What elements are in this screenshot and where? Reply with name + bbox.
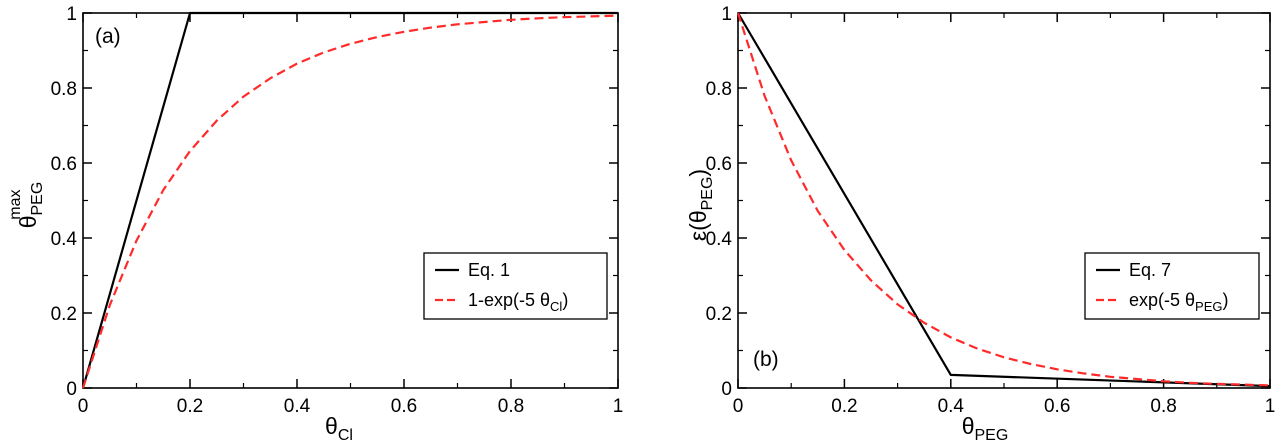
y-axis-title-tail: ): [685, 169, 711, 177]
x-tick-label: 0.6: [391, 396, 417, 417]
x-axis-title: θCl: [325, 413, 353, 444]
y-tick-label: 0.6: [706, 154, 732, 175]
series-line-1: [81, 11, 618, 389]
x-tick-label: 0: [733, 396, 744, 417]
x-axis-title-sub: Cl: [338, 427, 353, 444]
y-axis-title-main: θ: [15, 216, 41, 229]
legend: Eq. 1 1-exp(-5 θCl): [423, 252, 608, 320]
panel-label: (a): [95, 25, 121, 48]
y-tick-label: 0: [721, 379, 732, 400]
legend-label-sub: PEG: [1195, 299, 1222, 314]
x-tick-label: 1: [613, 396, 624, 417]
y-tick-label: 0.4: [51, 229, 78, 250]
y-axis-title: θPEG max: [7, 182, 46, 229]
y-tick-label: 0.8: [51, 79, 77, 100]
x-tick-label: 0.2: [831, 396, 857, 417]
panel-b: 0 0.2 0.4 0.6 0.8 100.20.40.60.81(b)θPEGε(θPE…: [685, 4, 1275, 444]
x-tick-label: 0.4: [284, 396, 311, 417]
panel-label: (b): [753, 348, 779, 371]
x-axis-title-main: θ: [962, 413, 975, 439]
x-tick-label: 0.8: [1150, 396, 1176, 417]
legend-label-main: 1-exp(-5 θ: [468, 290, 550, 310]
x-axis-title: θPEG: [962, 413, 1009, 444]
legend-box: [1084, 252, 1260, 320]
series-line-2: [81, 14, 619, 389]
legend-label-main: exp(-5 θ: [1129, 290, 1195, 310]
x-tick-label: 0.2: [177, 396, 203, 417]
legend-label-tail: ): [562, 290, 568, 310]
panel-a: 0 0.2 0.4 0.6 0.8 100.20.40.60.81(a)θClθPEGma…: [7, 4, 623, 444]
plot-frame: [737, 12, 1271, 389]
y-axis-title: ε(θPEG): [685, 169, 716, 241]
y-tick-label: 1: [721, 4, 732, 25]
series-line-1: [737, 12, 1271, 388]
series-line-2: [736, 12, 1271, 387]
legend-box: [423, 252, 608, 320]
y-tick-label: 0.2: [51, 304, 77, 325]
legend-label-tail: ): [1223, 290, 1229, 310]
x-tick-label: 0.8: [498, 396, 524, 417]
x-axis-title-main: θ: [325, 413, 338, 439]
y-tick-label: 0.4: [706, 229, 733, 250]
y-axis-title-main: ε(θ: [685, 210, 711, 241]
y-tick-label: 0: [66, 379, 77, 400]
x-tick-label: 0.4: [938, 396, 965, 417]
legend-label-1: Eq. 7: [1129, 260, 1171, 280]
legend-label-2: exp(-5 θPEG): [1129, 290, 1229, 314]
x-tick-label: 0: [78, 396, 89, 417]
legend: Eq. 7 exp(-5 θPEG): [1084, 252, 1260, 320]
y-axis-title-sub: PEG: [29, 182, 46, 216]
y-tick-label: 0.2: [706, 304, 732, 325]
y-tick-label: 0.8: [706, 79, 732, 100]
x-tick-label: 0.6: [1044, 396, 1070, 417]
x-axis-title-sub: PEG: [975, 427, 1009, 444]
y-axis-title-sup: max: [7, 189, 24, 219]
legend-label-sub: Cl: [550, 299, 562, 314]
legend-label-2: 1-exp(-5 θCl): [468, 290, 568, 314]
legend-label-1: Eq. 1: [468, 260, 510, 280]
x-tick-label: 1: [1265, 396, 1276, 417]
y-axis-title-sub: PEG: [699, 177, 716, 211]
plot-frame: [82, 12, 619, 389]
y-tick-label: 0.6: [51, 154, 77, 175]
y-tick-label: 1: [66, 4, 77, 25]
